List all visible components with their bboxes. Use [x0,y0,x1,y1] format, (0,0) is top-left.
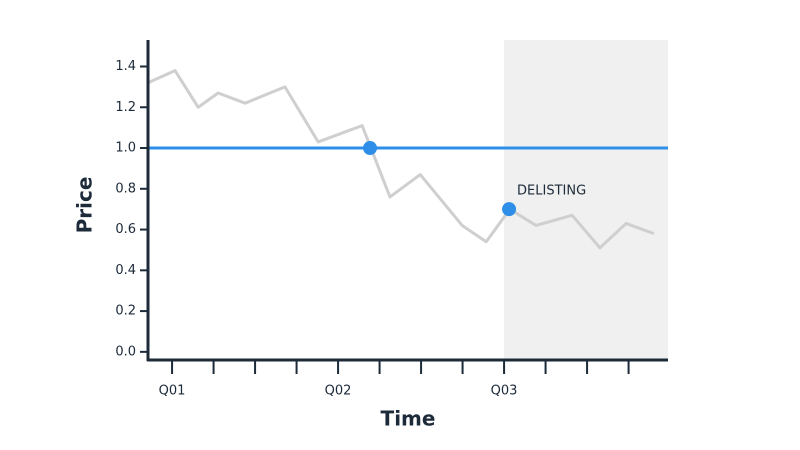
y-tick-label: 1.2 [115,100,136,115]
marker [502,202,517,217]
y-tick-label: 0.2 [115,304,136,319]
y-tick-label: 1.0 [115,141,136,156]
y-tick-label: 0.6 [115,222,136,237]
y-tick-label: 0.4 [115,263,136,278]
x-tick-label: Q03 [491,384,518,399]
shaded-region [504,40,668,360]
y-tick-label: 0.8 [115,181,136,196]
marker-label: DELISTING [517,184,586,199]
x-tick-label: Q02 [325,384,352,399]
y-tick-label: 0.0 [115,344,136,359]
y-axis-title: Price [73,177,97,234]
price-line [147,69,655,250]
x-tick-label: Q01 [159,384,186,399]
y-tick-label: 1.4 [115,59,136,74]
x-axis-title: Time [381,407,436,431]
marker [363,141,378,156]
